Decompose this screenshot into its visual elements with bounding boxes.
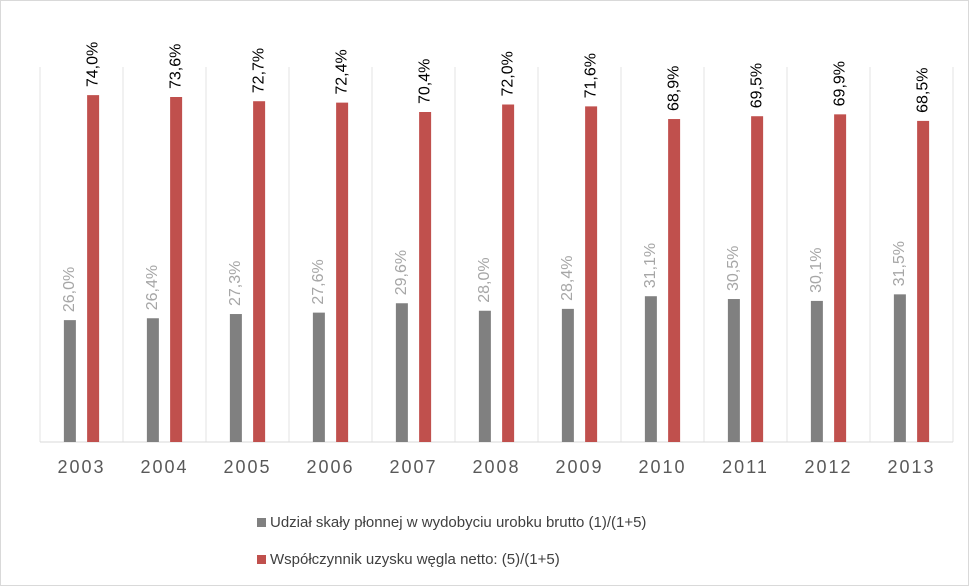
x-tick-label: 2003 <box>57 457 105 477</box>
x-tick-label: 2011 <box>722 457 769 477</box>
data-label: 29,6% <box>393 250 410 295</box>
bar <box>312 312 325 442</box>
data-label: 30,5% <box>725 246 742 291</box>
data-label: 72,4% <box>333 49 350 94</box>
data-label: 30,1% <box>808 248 825 293</box>
legend-marker <box>257 518 266 527</box>
legend-marker <box>257 555 266 564</box>
bar <box>644 296 657 442</box>
x-tick-label: 2006 <box>306 457 354 477</box>
data-label: 26,4% <box>144 265 161 310</box>
legend-label: Współczynnik uzysku węgla netto: (5)/(1+… <box>270 551 560 568</box>
bar <box>834 114 847 442</box>
bar <box>751 116 764 442</box>
x-tick-label: 2009 <box>555 457 603 477</box>
data-label: 68,5% <box>914 68 931 113</box>
bar <box>395 303 408 442</box>
bar <box>585 106 598 442</box>
bar <box>810 300 823 442</box>
data-label: 72,7% <box>250 48 267 93</box>
data-label: 27,6% <box>310 259 327 304</box>
data-label: 68,9% <box>665 66 682 111</box>
bar <box>146 318 159 442</box>
x-tick-label: 2008 <box>472 457 520 477</box>
bar <box>893 294 906 442</box>
bar <box>87 95 100 442</box>
data-label: 74,0% <box>84 42 101 87</box>
bar <box>63 320 76 442</box>
data-label: 69,5% <box>748 63 765 108</box>
bar <box>229 314 242 442</box>
bar <box>170 97 183 442</box>
bar <box>478 310 491 442</box>
x-tick-label: 2012 <box>804 457 852 477</box>
data-label: 31,5% <box>891 241 908 286</box>
legend-label: Udział skały płonnej w wydobyciu urobku … <box>270 514 646 531</box>
data-label: 72,0% <box>499 51 516 96</box>
x-tick-label: 2013 <box>887 457 935 477</box>
bar <box>727 299 740 442</box>
x-tick-label: 2007 <box>389 457 437 477</box>
bar <box>917 120 930 442</box>
data-label: 31,1% <box>642 243 659 288</box>
bar <box>561 308 574 442</box>
data-label: 28,0% <box>476 257 493 302</box>
bar <box>502 104 515 442</box>
data-label: 69,9% <box>831 61 848 106</box>
data-label: 70,4% <box>416 59 433 104</box>
x-tick-label: 2004 <box>140 457 188 477</box>
bar <box>668 119 681 442</box>
x-tick-label: 2010 <box>638 457 686 477</box>
bar <box>336 102 349 442</box>
x-tick-label: 2005 <box>223 457 271 477</box>
data-label: 27,3% <box>227 261 244 306</box>
data-label: 71,6% <box>582 53 599 98</box>
data-label: 28,4% <box>559 256 576 301</box>
bar <box>253 101 266 442</box>
data-label: 73,6% <box>167 44 184 89</box>
data-label: 26,0% <box>61 267 78 312</box>
bar <box>419 112 432 442</box>
